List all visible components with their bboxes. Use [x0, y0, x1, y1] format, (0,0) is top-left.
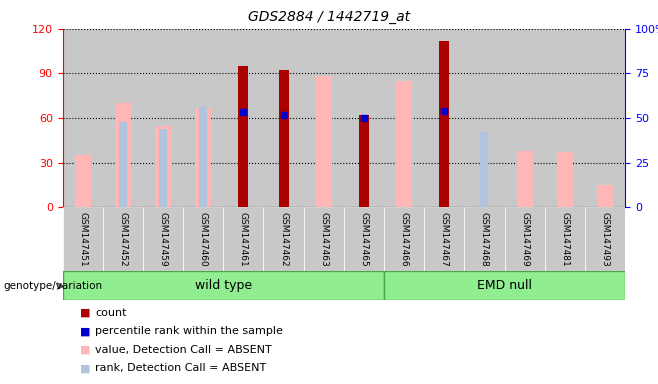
FancyBboxPatch shape: [585, 207, 625, 271]
Text: count: count: [95, 308, 127, 318]
Text: genotype/variation: genotype/variation: [3, 281, 103, 291]
Bar: [597, 185, 613, 207]
Text: ■: ■: [80, 326, 91, 336]
Bar: [155, 126, 171, 207]
Bar: [465, 29, 505, 207]
Bar: [278, 70, 289, 207]
Bar: [143, 29, 183, 207]
Bar: [384, 29, 424, 207]
Bar: [359, 115, 369, 207]
Text: GSM147469: GSM147469: [520, 212, 529, 266]
Text: GSM147466: GSM147466: [399, 212, 409, 266]
Bar: [159, 129, 167, 207]
FancyBboxPatch shape: [465, 207, 505, 271]
Bar: [585, 29, 625, 207]
FancyBboxPatch shape: [63, 207, 103, 271]
Text: ■: ■: [80, 308, 91, 318]
FancyBboxPatch shape: [303, 207, 343, 271]
Text: EMD null: EMD null: [477, 279, 532, 291]
Text: value, Detection Call = ABSENT: value, Detection Call = ABSENT: [95, 345, 272, 355]
Text: GSM147461: GSM147461: [239, 212, 248, 266]
Bar: [440, 41, 449, 207]
Bar: [63, 29, 103, 207]
Bar: [74, 155, 91, 207]
Bar: [480, 132, 488, 207]
FancyBboxPatch shape: [545, 207, 585, 271]
FancyBboxPatch shape: [384, 271, 625, 300]
FancyBboxPatch shape: [103, 207, 143, 271]
Text: percentile rank within the sample: percentile rank within the sample: [95, 326, 284, 336]
Text: GDS2884 / 1442719_at: GDS2884 / 1442719_at: [248, 10, 410, 23]
Bar: [263, 29, 303, 207]
Bar: [505, 29, 545, 207]
Text: ■: ■: [80, 363, 91, 373]
Text: GSM147459: GSM147459: [159, 212, 168, 266]
FancyBboxPatch shape: [63, 271, 384, 300]
Bar: [223, 29, 263, 207]
FancyBboxPatch shape: [223, 207, 263, 271]
Bar: [545, 29, 585, 207]
Text: GSM147451: GSM147451: [78, 212, 87, 266]
Text: GSM147460: GSM147460: [199, 212, 208, 266]
Text: GSM147463: GSM147463: [319, 212, 328, 266]
Bar: [343, 29, 384, 207]
Bar: [118, 122, 127, 207]
Bar: [238, 66, 248, 207]
Bar: [396, 81, 412, 207]
Bar: [103, 29, 143, 207]
Bar: [316, 76, 332, 207]
FancyBboxPatch shape: [263, 207, 303, 271]
Text: ■: ■: [80, 345, 91, 355]
Bar: [183, 29, 223, 207]
Bar: [195, 108, 211, 207]
Text: GSM147462: GSM147462: [279, 212, 288, 266]
Text: GSM147481: GSM147481: [561, 212, 569, 266]
Text: GSM147468: GSM147468: [480, 212, 489, 266]
FancyBboxPatch shape: [183, 207, 223, 271]
FancyBboxPatch shape: [343, 207, 384, 271]
Text: rank, Detection Call = ABSENT: rank, Detection Call = ABSENT: [95, 363, 266, 373]
Text: GSM147465: GSM147465: [359, 212, 368, 266]
FancyBboxPatch shape: [505, 207, 545, 271]
Text: GSM147467: GSM147467: [440, 212, 449, 266]
FancyBboxPatch shape: [143, 207, 183, 271]
Bar: [517, 151, 533, 207]
Text: GSM147493: GSM147493: [601, 212, 609, 266]
Text: wild type: wild type: [195, 279, 252, 291]
FancyBboxPatch shape: [424, 207, 465, 271]
Bar: [114, 103, 131, 207]
FancyBboxPatch shape: [384, 207, 424, 271]
Text: GSM147452: GSM147452: [118, 212, 127, 266]
Bar: [199, 108, 207, 207]
Bar: [424, 29, 465, 207]
Bar: [303, 29, 343, 207]
Bar: [557, 152, 573, 207]
